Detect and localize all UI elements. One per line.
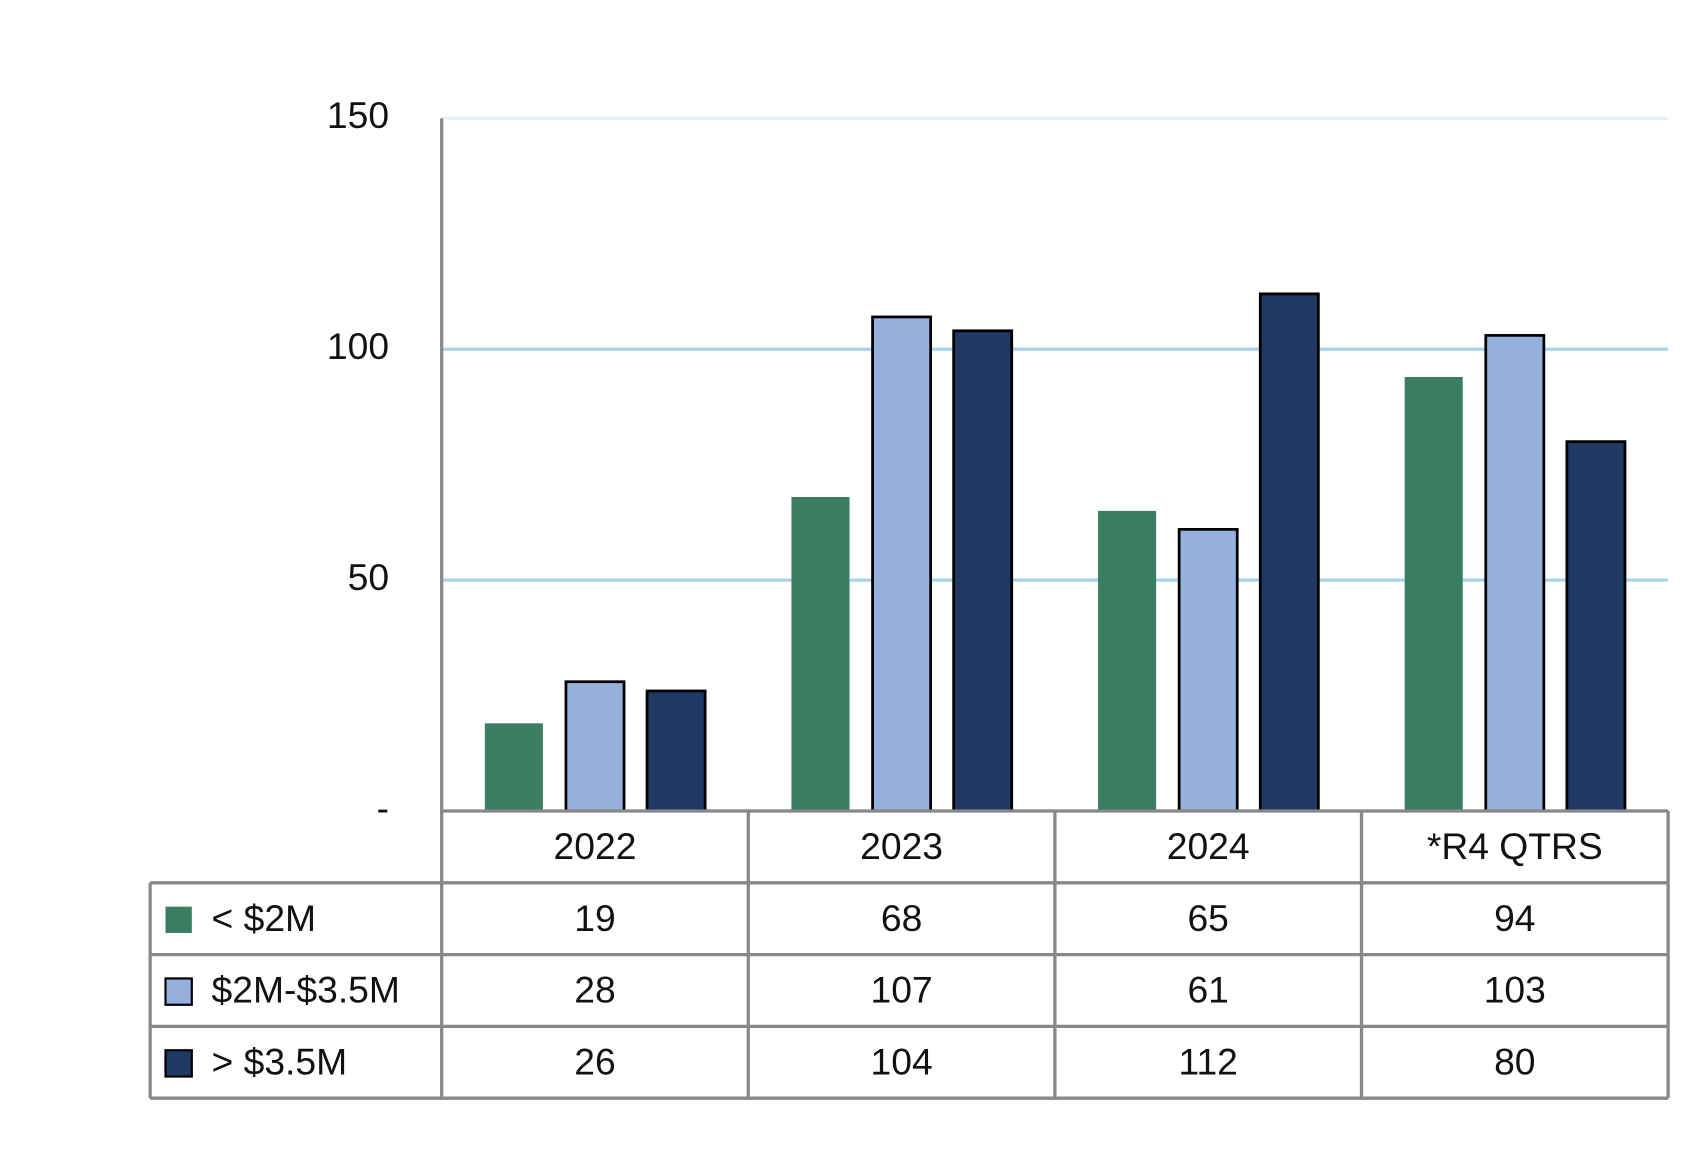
bar: [1258, 292, 1320, 813]
bar: [564, 680, 626, 813]
legend-label: $2M-$3.5M: [212, 969, 400, 1011]
x-tick-label: *R4 QTRS: [1427, 825, 1603, 867]
table-value: 28: [574, 969, 615, 1011]
bar: [952, 329, 1014, 813]
bar: [1565, 440, 1627, 813]
x-tick-label: 2024: [1167, 825, 1250, 867]
table-value: 104: [871, 1040, 933, 1082]
bar: [1098, 510, 1157, 812]
plot-area: - 50 100 150 2022 2023 2024 *R4 QTRS < $2M 19 68 65…: [148, 94, 1670, 1100]
table-value: 65: [1187, 897, 1228, 939]
legend-key: [164, 1049, 193, 1078]
bar: [645, 689, 707, 813]
table-value: 19: [574, 897, 615, 939]
table-value: 94: [1494, 897, 1535, 939]
table-value: 26: [574, 1040, 615, 1082]
y-tick-label: 100: [327, 325, 389, 367]
table-value: 103: [1484, 969, 1546, 1011]
legend-key: [164, 977, 193, 1006]
bar: [871, 315, 933, 813]
legend-label: < $2M: [212, 897, 317, 939]
legend-label: > $3.5M: [212, 1040, 348, 1082]
bar: [1484, 334, 1546, 813]
table-value: 80: [1494, 1040, 1535, 1082]
y-tick-label: -: [377, 787, 389, 829]
y-tick-label: 50: [348, 556, 389, 598]
legend-key: [165, 906, 192, 933]
bar: [484, 723, 543, 812]
bar: [791, 497, 850, 812]
bar: [1177, 527, 1239, 813]
table-value: 107: [871, 969, 933, 1011]
table-value: 112: [1179, 1040, 1238, 1082]
table-value: 61: [1187, 969, 1228, 1011]
table-value: 68: [881, 897, 922, 939]
x-tick-label: 2022: [554, 825, 637, 867]
x-tick-label: 2023: [860, 825, 943, 867]
y-tick-label: 150: [327, 94, 389, 136]
bar: [1404, 376, 1463, 812]
